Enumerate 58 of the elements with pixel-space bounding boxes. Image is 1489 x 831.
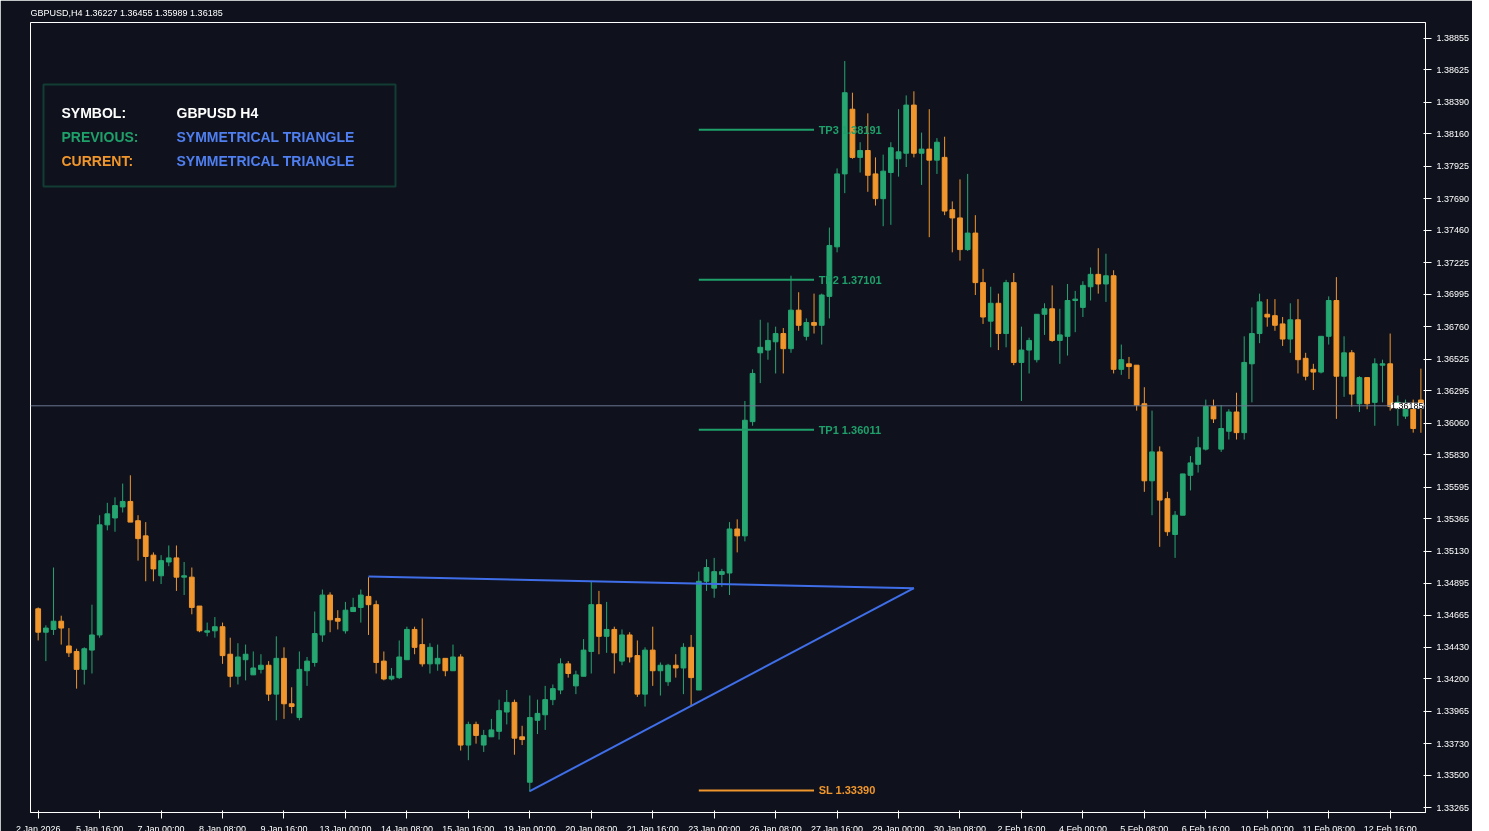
y-tick-label: 1.38390 <box>1436 97 1470 108</box>
x-tick-label: 27 Jan 16:00 <box>811 823 864 831</box>
x-tick-label: 23 Jan 00:00 <box>688 823 741 831</box>
y-tick-label: 1.33730 <box>1436 738 1470 749</box>
y-tick-label: 1.36060 <box>1436 418 1470 429</box>
y-tick-label: 1.36995 <box>1436 289 1470 300</box>
y-tick-label: 1.34200 <box>1436 674 1470 684</box>
y-tick-label: 1.35830 <box>1436 449 1470 460</box>
x-tick-label: 2 Jan 2026 <box>15 823 61 831</box>
y-tick-label: 1.36760 <box>1436 321 1470 332</box>
x-tick-label: 2 Feb 16:00 <box>997 823 1046 831</box>
y-tick-label: 1.34430 <box>1436 642 1470 653</box>
x-tick-label: 30 Jan 08:00 <box>933 823 987 831</box>
y-tick-label: 1.33965 <box>1436 706 1470 717</box>
x-tick-label: 4 Feb 00:00 <box>1058 823 1107 831</box>
x-tick-label: 10 Feb 00:00 <box>1240 823 1294 831</box>
x-tick-label: 8 Jan 08:00 <box>199 823 247 831</box>
annotation: SYMMETRICAL TRIANGLE <box>176 128 355 145</box>
x-tick-label: 26 Jan 08:00 <box>749 823 802 831</box>
x-tick-label: 14 Jan 08:00 <box>380 823 433 831</box>
y-tick-label: 1.33265 <box>1436 802 1470 813</box>
annotation: SYMMETRICAL TRIANGLE <box>176 152 355 169</box>
y-tick-label: 1.35365 <box>1436 513 1470 524</box>
annotation: SYMBOL: <box>61 104 127 121</box>
x-tick-label: 11 Feb 08:00 <box>1302 823 1355 831</box>
annotation: PREVIOUS: <box>61 128 139 145</box>
annotation: GBPUSD H4 <box>176 104 259 121</box>
y-tick-label: 1.37925 <box>1436 161 1470 172</box>
y-tick-label: 1.34895 <box>1436 578 1470 589</box>
y-tick-label: 1.38625 <box>1436 64 1470 75</box>
x-tick-label: 5 Feb 08:00 <box>1120 823 1169 831</box>
x-tick-label: 9 Jan 16:00 <box>260 823 308 831</box>
series-label: SL 1.33390 <box>818 784 876 797</box>
x-tick-label: 19 Jan 00:00 <box>503 823 556 831</box>
y-tick-label: 1.37225 <box>1436 257 1470 268</box>
x-tick-label: 5 Jan 16:00 <box>76 823 124 831</box>
y-tick-label: 1.38160 <box>1436 128 1470 139</box>
ref-line-label: 1.36185 <box>1390 400 1424 411</box>
y-tick-label: 1.36525 <box>1436 354 1470 365</box>
y-tick-label: 1.35130 <box>1436 546 1470 556</box>
y-tick-label: 1.38855 <box>1436 33 1470 44</box>
x-tick-label: 21 Jan 16:00 <box>626 823 679 831</box>
y-tick-label: 1.33500 <box>1436 770 1470 781</box>
x-tick-label: 13 Jan 00:00 <box>319 823 372 831</box>
y-tick-label: 1.34665 <box>1436 610 1470 620</box>
x-tick-label: 6 Feb 16:00 <box>1181 823 1230 831</box>
x-tick-label: 7 Jan 00:00 <box>137 823 185 831</box>
y-tick-label: 1.37690 <box>1436 193 1470 204</box>
y-tick-label: 1.35595 <box>1436 482 1470 492</box>
series-label: TP1 1.36011 <box>818 423 882 436</box>
x-tick-label: 15 Jan 16:00 <box>442 823 495 831</box>
chart-title: GBPUSD,H4 1.36227 1.36455 1.35989 1.36185 <box>30 7 223 18</box>
annotation: CURRENT: <box>61 152 134 169</box>
x-tick-label: 12 Feb 16:00 <box>1363 823 1417 831</box>
x-tick-label: 20 Jan 08:00 <box>565 823 618 831</box>
y-tick-label: 1.37460 <box>1436 225 1470 236</box>
x-tick-label: 29 Jan 00:00 <box>872 823 925 831</box>
y-tick-label: 1.36295 <box>1436 385 1470 396</box>
